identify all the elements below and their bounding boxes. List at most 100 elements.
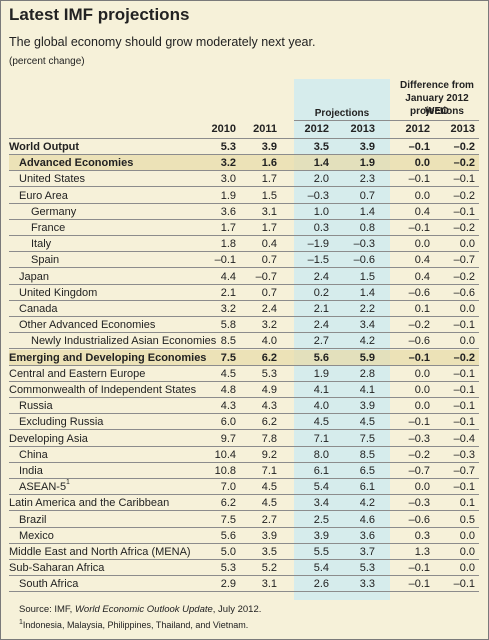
row-separator [9, 461, 479, 463]
cell-value: 3.9 [261, 529, 277, 542]
cell-value: –0.6 [408, 513, 430, 526]
cell-value: 0.0 [459, 562, 475, 575]
cell-value: 1.4 [359, 286, 375, 299]
cell-value: 0.7 [261, 286, 277, 299]
cell-value: 2.4 [313, 270, 329, 283]
cell-value: 0.0 [414, 367, 430, 380]
row-label: Newly Industrialized Asian Economies [31, 335, 217, 348]
cell-value: 5.0 [220, 546, 236, 558]
row-separator [9, 413, 479, 415]
cell-value: 0.0 [459, 238, 475, 251]
cell-value: –0.1 [453, 205, 475, 218]
table-row: Germany 3.6 3.1 1.0 1.4 0.4 –0.1 [1, 204, 488, 220]
cell-value: 2.5 [313, 513, 329, 526]
cell-value: 0.0 [459, 335, 475, 348]
cell-value: 5.8 [220, 319, 236, 332]
row-separator [9, 591, 479, 593]
row-label: United States [19, 173, 86, 186]
cell-value: 3.7 [359, 546, 375, 558]
cell-value: 2.1 [220, 286, 236, 299]
cell-value: 2.2 [359, 303, 375, 315]
row-separator [9, 397, 479, 398]
row-separator [9, 380, 479, 382]
cell-value: 5.6 [313, 351, 329, 364]
row-label: Sub-Saharan Africa [9, 562, 105, 575]
cell-value: 5.5 [313, 546, 329, 558]
cell-value: –0.1 [408, 578, 430, 591]
table-row: Middle East and North Africa (MENA) 5.0 3.… [1, 544, 488, 560]
cell-value: 5.6 [220, 529, 236, 542]
row-separator [9, 332, 479, 334]
table-row: ASEAN-5 1 7.0 4.5 5.4 6.1 0.0 –0.1 [1, 479, 488, 496]
row-label: United Kingdom [19, 286, 98, 299]
cell-value: 1.7 [261, 222, 277, 234]
year-2011: 2011 [253, 123, 277, 135]
row-label: Japan [19, 270, 49, 283]
row-label: Brazil [19, 513, 47, 526]
cell-value: 6.0 [220, 416, 236, 429]
cell-value: 6.1 [313, 465, 329, 477]
row-separator [9, 267, 479, 269]
row-separator [9, 559, 479, 560]
year-2012-proj: 2012 [304, 123, 329, 135]
cell-value: –0.3 [408, 432, 430, 445]
cell-value: 0.4 [414, 205, 430, 218]
cell-value: 4.9 [261, 384, 277, 396]
cell-value: 0.0 [459, 529, 475, 542]
row-label: ASEAN-5 [19, 481, 67, 494]
row-label: Germany [31, 205, 77, 218]
row-label: Mexico [19, 529, 54, 542]
cell-value: 0.4 [414, 270, 430, 283]
cell-value: 2.1 [313, 303, 329, 315]
cell-value: 2.8 [359, 367, 375, 380]
table-row: Emerging and Developing Economies 7.5 6.2 5… [1, 349, 488, 366]
cell-value: 3.5 [313, 141, 329, 153]
cell-value: 3.6 [359, 529, 375, 542]
cell-value: 2.9 [220, 578, 236, 591]
year-2010: 2010 [211, 123, 236, 135]
cell-value: 1.4 [359, 205, 375, 218]
row-separator [9, 526, 479, 528]
cell-value: 3.9 [359, 400, 375, 413]
row-label: Other Advanced Economies [19, 319, 156, 332]
cell-value: –0.2 [408, 448, 430, 461]
row-label: Italy [31, 238, 52, 251]
table-row: South Africa 2.9 3.1 2.6 3.3 –0.1 –0.1 [1, 576, 488, 593]
cell-value: 4.6 [359, 513, 375, 526]
cell-value: 1.9 [220, 189, 236, 202]
row-label: Euro Area [19, 189, 68, 202]
cell-value: 7.1 [313, 432, 329, 445]
unit-note: (percent change) [9, 56, 85, 67]
row-separator [9, 575, 479, 577]
row-label: Advanced Economies [19, 157, 134, 170]
table-row: Mexico 5.6 3.9 3.9 3.6 0.3 0.0 [1, 528, 488, 544]
cell-value: –0.6 [353, 254, 375, 267]
table-row: Euro Area 1.9 1.5 –0.3 0.7 0.0 –0.2 [1, 188, 488, 204]
row-highlight [9, 349, 479, 366]
projections-header: Projections [314, 108, 370, 119]
table-row: Italy 1.8 0.4 –1.9 –0.3 0.0 0.0 [1, 236, 488, 253]
row-label: Latin America and the Caribbean [9, 497, 170, 510]
cell-value: 4.1 [359, 384, 375, 396]
cell-value: 8.5 [220, 335, 236, 348]
cell-value: 0.0 [459, 546, 475, 558]
cell-value: –0.7 [408, 465, 430, 477]
row-separator [9, 299, 479, 301]
cell-value: –0.3 [353, 238, 375, 251]
cell-value: 3.6 [220, 205, 236, 218]
cell-value: 0.0 [459, 303, 475, 315]
cell-value: 4.4 [220, 270, 236, 283]
cell-value: 3.5 [261, 546, 277, 558]
cell-value: 1.5 [261, 189, 277, 202]
cell-value: 6.2 [261, 351, 277, 364]
cell-value: –0.1 [453, 367, 475, 380]
cell-value: –0.1 [453, 416, 475, 429]
cell-value: 0.0 [414, 157, 430, 170]
row-separator [9, 154, 479, 155]
table-row: Russia 4.3 4.3 4.0 3.9 0.0 –0.1 [1, 398, 488, 415]
row-label: Central and Eastern Europe [9, 367, 146, 380]
cell-value: 5.9 [359, 351, 375, 364]
cell-value: 0.3 [414, 529, 430, 542]
cell-value: 0.4 [261, 238, 277, 251]
